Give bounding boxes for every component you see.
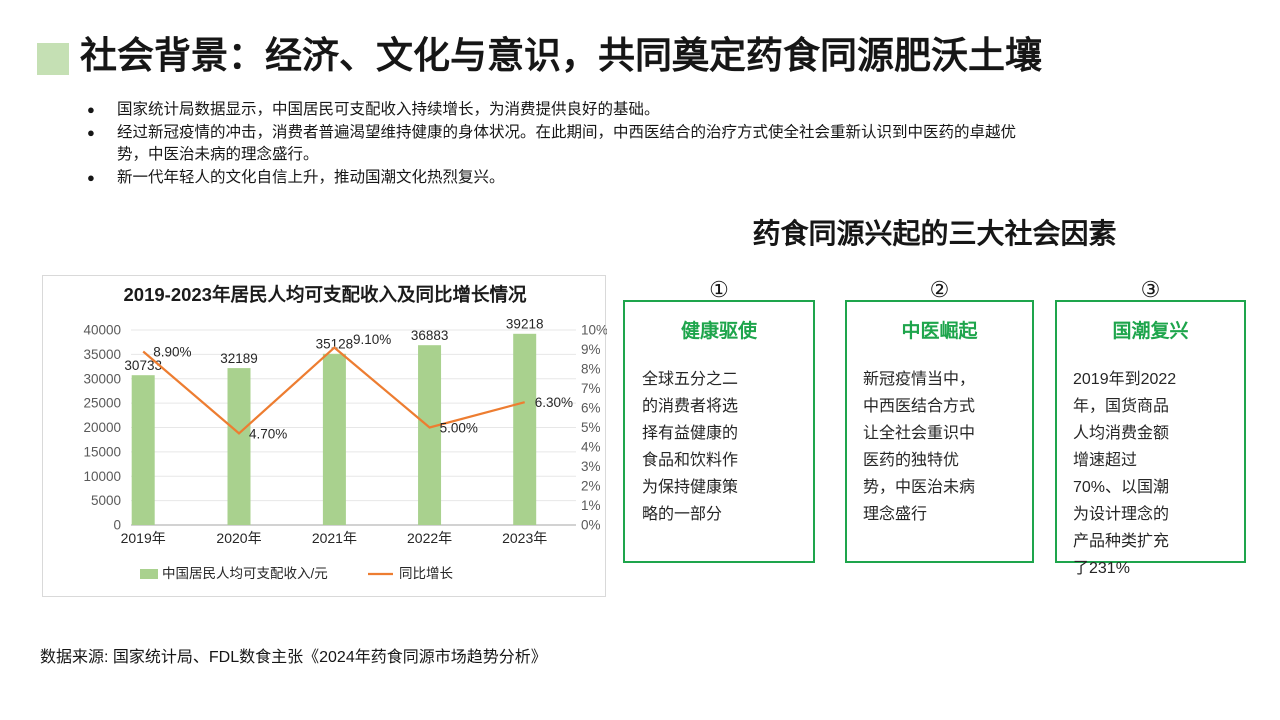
svg-text:4%: 4% — [581, 440, 601, 455]
svg-text:5000: 5000 — [91, 493, 121, 508]
svg-text:0%: 0% — [581, 518, 601, 533]
svg-text:4.70%: 4.70% — [249, 426, 287, 441]
svg-text:2020年: 2020年 — [216, 530, 261, 546]
svg-text:6.30%: 6.30% — [535, 395, 573, 410]
svg-text:36883: 36883 — [411, 328, 449, 343]
svg-text:8%: 8% — [581, 362, 601, 377]
svg-text:中国居民人均可支配收入/元: 中国居民人均可支配收入/元 — [162, 566, 328, 581]
svg-text:30000: 30000 — [83, 371, 121, 386]
svg-text:8.90%: 8.90% — [153, 345, 191, 360]
svg-text:35000: 35000 — [83, 347, 121, 362]
svg-text:9.10%: 9.10% — [353, 332, 391, 347]
svg-text:10%: 10% — [581, 323, 607, 338]
svg-text:2023年: 2023年 — [502, 530, 547, 546]
svg-text:35128: 35128 — [316, 337, 354, 352]
svg-text:30733: 30733 — [124, 358, 162, 373]
svg-text:20000: 20000 — [83, 420, 121, 435]
svg-text:5%: 5% — [581, 420, 601, 435]
svg-text:1%: 1% — [581, 498, 601, 513]
svg-text:7%: 7% — [581, 381, 601, 396]
svg-text:2019年: 2019年 — [121, 530, 166, 546]
svg-text:9%: 9% — [581, 342, 601, 357]
svg-text:3%: 3% — [581, 459, 601, 474]
svg-text:2%: 2% — [581, 479, 601, 494]
svg-text:2021年: 2021年 — [312, 530, 357, 546]
svg-text:39218: 39218 — [506, 317, 544, 332]
svg-text:5.00%: 5.00% — [440, 421, 478, 436]
svg-text:2019-2023年居民人均可支配收入及同比增长情况: 2019-2023年居民人均可支配收入及同比增长情况 — [124, 284, 527, 305]
svg-text:15000: 15000 — [83, 444, 121, 459]
svg-text:10000: 10000 — [83, 469, 121, 484]
svg-text:同比增长: 同比增长 — [399, 566, 453, 581]
svg-text:2022年: 2022年 — [407, 530, 452, 546]
svg-text:40000: 40000 — [83, 323, 121, 338]
svg-text:6%: 6% — [581, 401, 601, 416]
svg-text:32189: 32189 — [220, 351, 258, 366]
svg-text:25000: 25000 — [83, 396, 121, 411]
